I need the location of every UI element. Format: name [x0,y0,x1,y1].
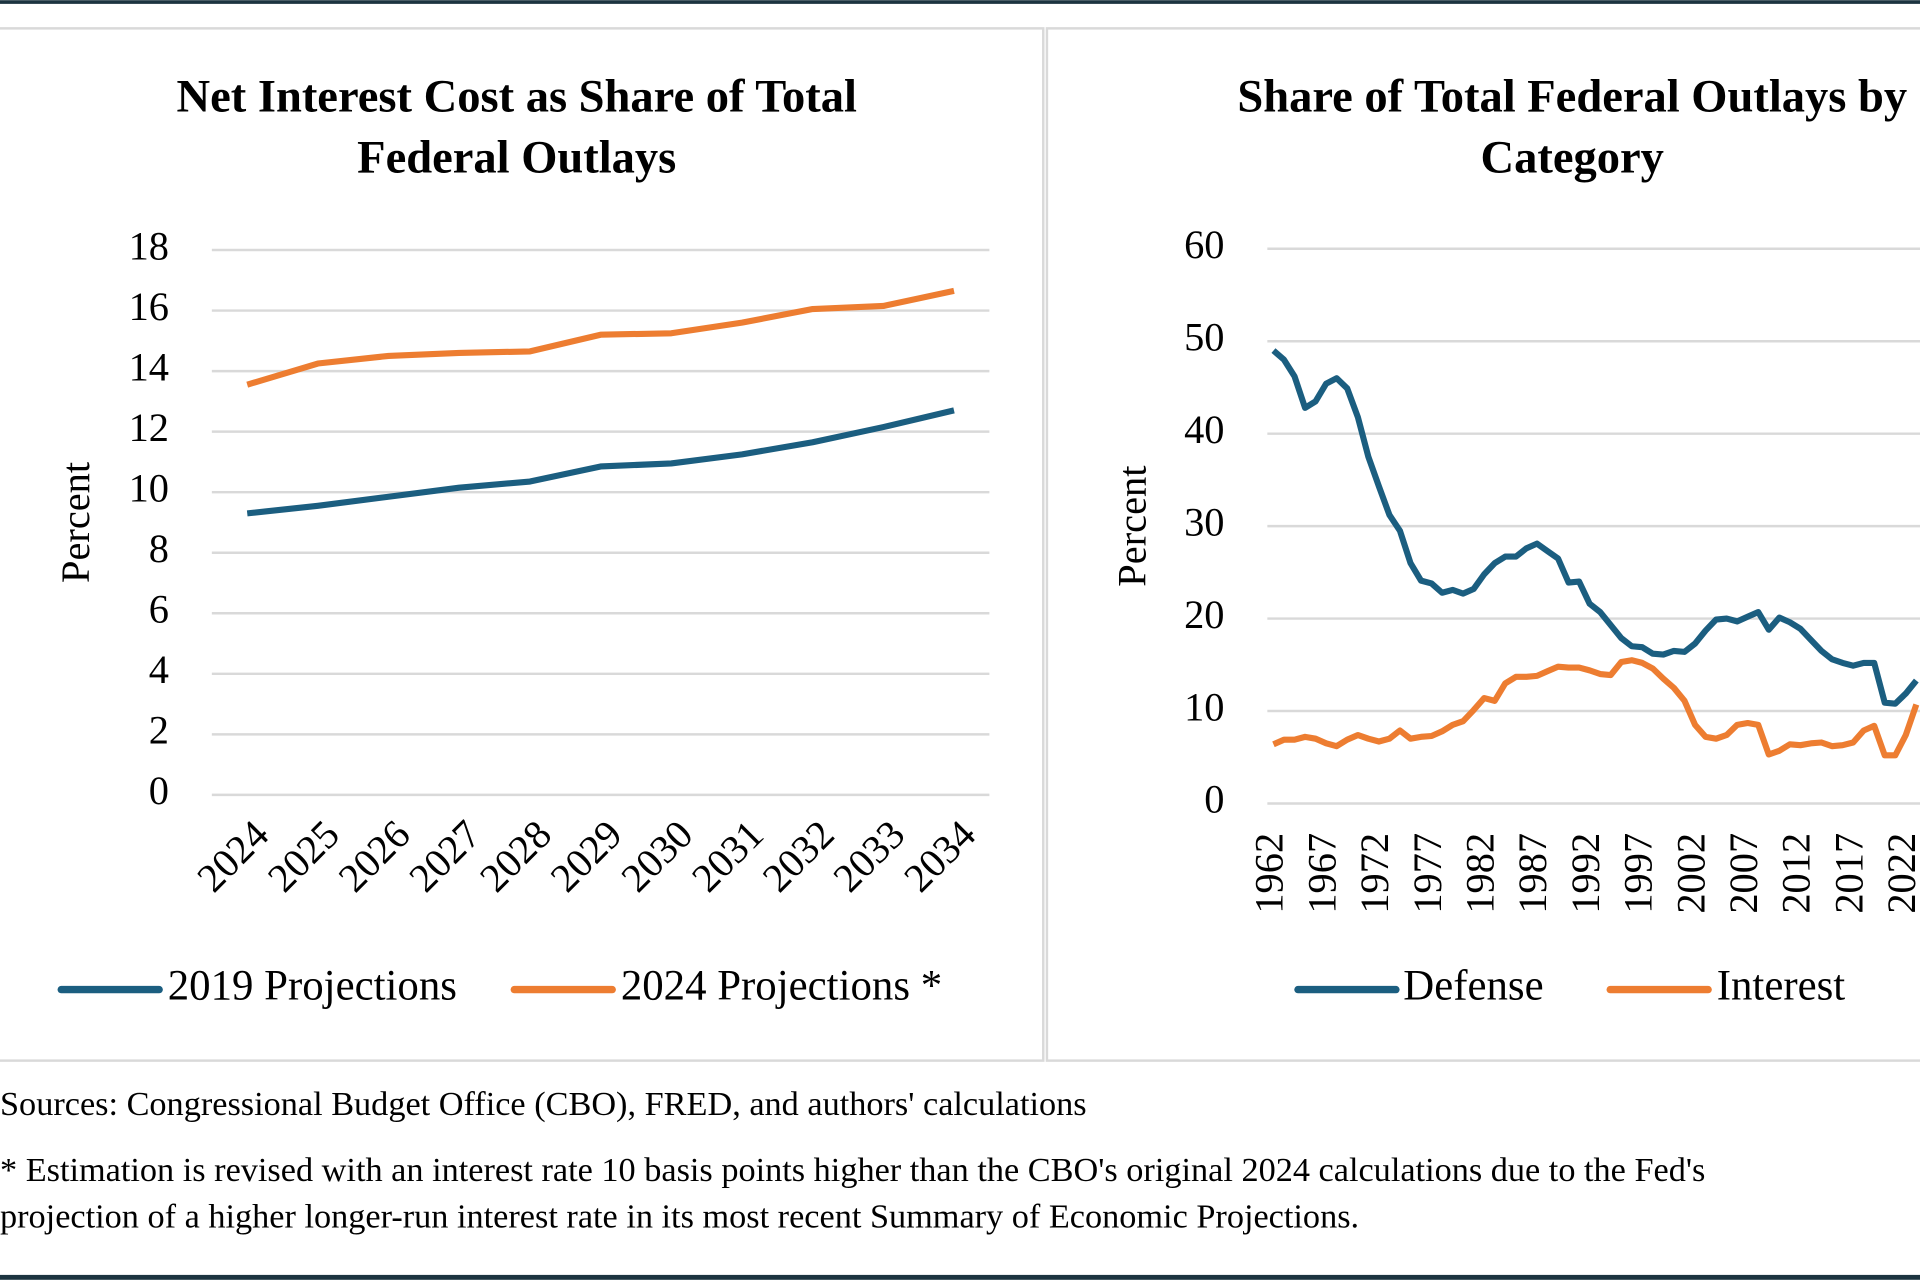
legend-label: Defense [1403,962,1543,1009]
chart-title: Net Interest Cost as Share of Total [176,71,857,122]
legend-label: 2024 Projections * [621,962,942,1009]
x-tick-label: 1972 [1352,833,1397,914]
x-tick-label: 2034 [895,812,984,901]
x-tick-label: 2027 [400,812,489,901]
legend-label: Interest [1717,962,1846,1009]
panel-frame [1045,27,1920,1062]
x-tick-label: 2022 [1879,833,1920,914]
x-tick-label: 2024 [188,812,277,901]
series-line [1271,348,1919,707]
series-line [1272,657,1920,759]
source-note: Sources: Congressional Budget Office (CB… [0,1085,1087,1123]
x-tick-label: 2030 [612,812,701,901]
x-tick-label: 2032 [754,812,843,901]
y-tick-label: 2 [149,708,169,753]
y-tick-label: 60 [1184,222,1224,267]
x-tick-label: 1962 [1247,833,1292,914]
y-tick-label: 0 [149,768,169,813]
x-tick-label: 1977 [1405,833,1450,914]
series-line [246,287,955,388]
y-tick-label: 0 [1204,777,1224,822]
panel-frame [0,27,1045,1062]
y-axis-title: Percent [1110,466,1155,587]
x-tick-label: 1987 [1510,833,1555,914]
chart-title: Federal Outlays [357,133,676,184]
y-tick-label: 20 [1184,592,1224,637]
y-tick-label: 30 [1184,499,1224,544]
footnote: projection of a higher longer-run intere… [0,1198,1359,1236]
y-axis-title: Percent [53,462,98,583]
chart-title: Share of Total Federal Outlays by [1237,71,1907,122]
y-tick-label: 40 [1184,407,1224,452]
footnote: * Estimation is revised with an interest… [0,1151,1705,1189]
y-tick-label: 16 [129,284,169,329]
chart-title: Category [1481,133,1664,184]
bottom-border [0,1274,1920,1280]
x-tick-label: 2007 [1721,833,1766,914]
x-tick-label: 2031 [683,812,772,901]
x-tick-label: 2002 [1668,833,1713,914]
x-tick-label: 2033 [824,812,913,901]
x-tick-label: 2029 [542,812,631,901]
x-tick-label: 2026 [330,812,419,901]
y-tick-label: 50 [1184,314,1224,359]
y-tick-label: 10 [129,465,169,510]
y-tick-label: 10 [1184,684,1224,729]
x-tick-label: 2012 [1774,833,1819,914]
y-tick-label: 6 [149,587,169,632]
y-tick-label: 4 [149,647,169,692]
x-tick-label: 1982 [1458,833,1503,914]
x-tick-label: 1997 [1616,833,1661,914]
y-tick-label: 14 [129,344,169,389]
y-tick-label: 12 [129,405,169,450]
x-tick-label: 2017 [1826,833,1871,914]
y-tick-label: 8 [149,526,169,571]
x-tick-label: 2028 [471,812,560,901]
x-tick-label: 1992 [1563,833,1608,914]
y-tick-label: 18 [129,223,169,268]
series-line [246,407,955,517]
top-border [0,0,1920,4]
x-tick-label: 1967 [1299,833,1344,914]
x-tick-label: 2025 [259,812,348,901]
legend-label: 2019 Projections [168,962,457,1009]
